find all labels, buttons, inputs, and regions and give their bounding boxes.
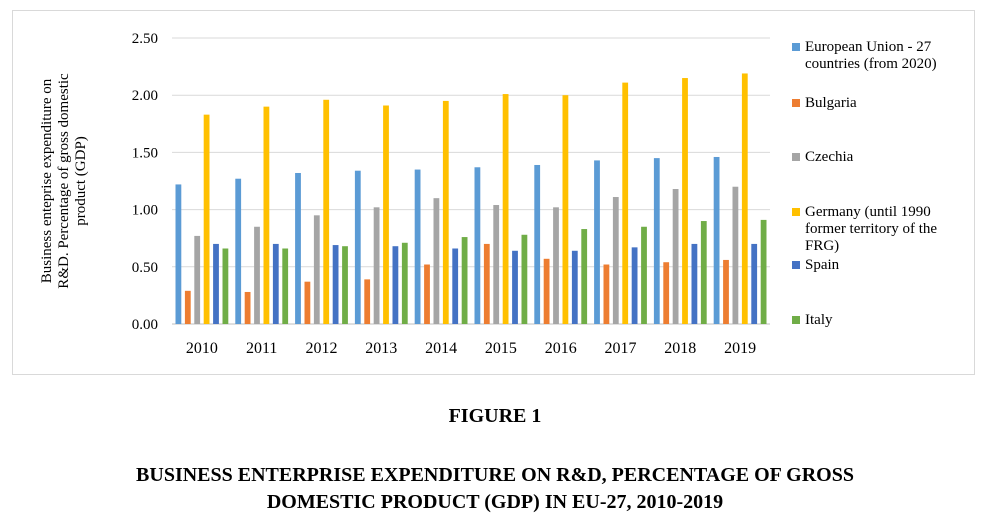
- x-tick-label: 2019: [724, 340, 756, 357]
- bar-2015-series-4: [502, 94, 509, 324]
- bar-2014-series-3: [433, 198, 440, 324]
- bar-2013-series-4: [383, 105, 389, 324]
- bar-2018-series-2: [663, 262, 670, 324]
- bar-2010-series-3: [194, 235, 201, 324]
- bar-2018-series-1: [653, 158, 660, 324]
- bar-2019-series-2: [723, 259, 729, 324]
- bar-2016-series-2: [543, 258, 550, 324]
- x-tick-label: 2017: [605, 340, 637, 357]
- legend-swatch: [792, 99, 800, 107]
- bar-2018-series-4: [682, 78, 688, 324]
- bar-2012-series-5: [332, 245, 339, 324]
- bar-2015-series-1: [474, 167, 481, 324]
- bar-2017-series-1: [594, 160, 600, 324]
- bar-2015-series-6: [521, 234, 528, 324]
- x-tick-label: 2012: [306, 340, 338, 357]
- bar-2019-series-6: [760, 219, 767, 324]
- figure-number: FIGURE 1: [448, 405, 542, 427]
- y-tick-label: 1.50: [132, 145, 158, 161]
- legend-swatch: [792, 261, 800, 269]
- caption-line-1: BUSINESS ENTERPRISE EXPENDITURE ON R&D, …: [136, 464, 854, 486]
- x-tick-label: 2013: [365, 340, 397, 357]
- bar-2010-series-6: [222, 248, 229, 324]
- bar-chart: 0.00 0.50 1.00 1.50 2.00 2.50 Business entepri…: [39, 31, 937, 357]
- bar-2012-series-4: [323, 99, 330, 324]
- bar-2015-series-2: [483, 243, 490, 324]
- y-tick-label: 0.00: [132, 317, 158, 333]
- bar-2015-series-5: [512, 250, 518, 324]
- bar-2016-series-4: [562, 95, 569, 324]
- bar-2019-series-5: [751, 243, 758, 324]
- bar-2017-series-4: [622, 82, 629, 324]
- legend-entry: Czechia: [805, 149, 854, 165]
- bar-2010-series-2: [184, 290, 191, 324]
- bar-2014-series-1: [414, 169, 421, 324]
- bar-2010-series-1: [175, 184, 182, 324]
- bar-2013-series-5: [392, 246, 399, 324]
- legend-entry: Bulgaria: [805, 95, 857, 111]
- bar-2013-series-1: [354, 170, 361, 324]
- bar-2014-series-4: [442, 100, 449, 324]
- x-tick-label: 2014: [425, 340, 457, 357]
- bar-2016-series-3: [553, 207, 559, 324]
- y-tick-label: 2.00: [132, 88, 158, 104]
- x-tick-label: 2016: [545, 340, 577, 357]
- bar-2012-series-2: [304, 281, 311, 324]
- bar-2017-series-3: [612, 197, 619, 324]
- bar-2012-series-1: [295, 172, 301, 324]
- legend-entry: Italy: [805, 312, 833, 328]
- legend-swatch: [792, 43, 800, 51]
- bar-2011-series-3: [254, 226, 260, 324]
- bar-2011-series-5: [272, 243, 279, 324]
- bar-2011-series-1: [235, 178, 242, 324]
- legend-entry: European Union - 27 countries (from 2020): [805, 39, 937, 72]
- bar-2011-series-6: [282, 248, 289, 324]
- chart-frame: 0.00 0.50 1.00 1.50 2.00 2.50 Business entepri…: [12, 10, 975, 375]
- legend-swatch: [792, 153, 800, 161]
- bar-2014-series-2: [424, 264, 430, 324]
- bar-2011-series-4: [263, 106, 270, 324]
- x-tick-label: 2010: [186, 340, 218, 357]
- bar-2018-series-5: [691, 243, 698, 324]
- bar-2015-series-3: [493, 205, 500, 324]
- bar-2012-series-6: [342, 246, 348, 324]
- bar-2014-series-5: [452, 248, 459, 324]
- bar-2019-series-3: [732, 186, 739, 324]
- bar-2010-series-4: [203, 114, 210, 324]
- y-tick-label: 1.00: [132, 203, 158, 219]
- x-tick-label: 2011: [246, 340, 277, 357]
- bar-2014-series-6: [461, 237, 468, 324]
- bar-2019-series-4: [741, 73, 748, 324]
- legend-entry: Germany (until 1990 former territory of t…: [805, 204, 937, 254]
- caption-line-2: DOMESTIC PRODUCT (GDP) IN EU-27, 2010-20…: [266, 491, 724, 513]
- bar-2017-series-6: [641, 226, 647, 324]
- bar-2013-series-2: [364, 279, 371, 324]
- bar-2016-series-5: [571, 250, 578, 324]
- bar-2018-series-6: [700, 221, 707, 324]
- figure-caption: BUSINESS ENTERPRISE EXPENDITURE ON R&D, …: [0, 462, 990, 516]
- bar-2010-series-5: [213, 243, 219, 324]
- legend-swatch: [792, 316, 800, 324]
- y-axis-label: Business enteprise expenditure onR&D. Pe…: [39, 73, 89, 289]
- bar-2016-series-6: [581, 229, 588, 324]
- y-tick-label: 0.50: [132, 260, 158, 276]
- x-tick-label: 2015: [485, 340, 517, 357]
- legend-swatch: [792, 208, 800, 216]
- bar-2017-series-5: [631, 247, 638, 324]
- bar-2013-series-6: [401, 242, 408, 324]
- legend-entry: Spain: [805, 257, 840, 273]
- bar-2019-series-1: [713, 156, 720, 324]
- bar-2016-series-1: [534, 164, 541, 324]
- bar-2017-series-2: [603, 264, 610, 324]
- bar-2018-series-3: [672, 189, 679, 324]
- y-tick-label: 2.50: [132, 31, 158, 47]
- bar-2013-series-3: [373, 207, 380, 324]
- bar-2012-series-3: [313, 215, 320, 324]
- bar-2011-series-2: [244, 291, 251, 324]
- x-tick-label: 2018: [664, 340, 696, 357]
